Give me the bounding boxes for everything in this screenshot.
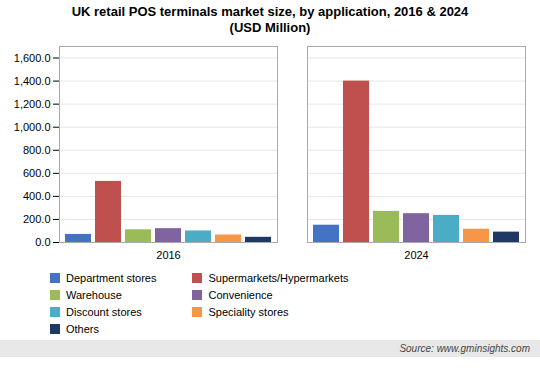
svg-text:400.0: 400.0 (23, 190, 51, 202)
svg-text:0.0: 0.0 (35, 236, 50, 248)
html-text:Others: Others (66, 322, 99, 335)
html-text:Convenience: Convenience (208, 288, 273, 301)
html-text:Department stores: Department stores (66, 271, 157, 284)
svg-text:1,600.0: 1,600.0 (14, 52, 51, 64)
html-text:Warehouse: Warehouse (66, 288, 122, 301)
svg-text:1,200.0: 1,200.0 (14, 98, 51, 110)
html-text:UK retail POS terminals market: UK retail POS terminals market size, by … (71, 4, 469, 35)
html-text:Source: www.gminsights.com: Source: www.gminsights.com (399, 343, 530, 354)
svg-text:1,400.0: 1,400.0 (14, 75, 51, 87)
svg-text:200.0: 200.0 (23, 213, 51, 225)
html-text:Supermarkets/Hypermarkets: Supermarkets/Hypermarkets (208, 271, 349, 284)
svg-text:800.0: 800.0 (23, 144, 51, 156)
svg-text:1,000.0: 1,000.0 (14, 121, 51, 133)
svg-text:2024: 2024 (404, 249, 428, 261)
svg-text:2016: 2016 (156, 249, 180, 261)
html-text:Discount stores: Discount stores (66, 305, 142, 318)
html-text:Speciality stores: Speciality stores (208, 305, 289, 318)
svg-text:600.0: 600.0 (23, 167, 51, 179)
